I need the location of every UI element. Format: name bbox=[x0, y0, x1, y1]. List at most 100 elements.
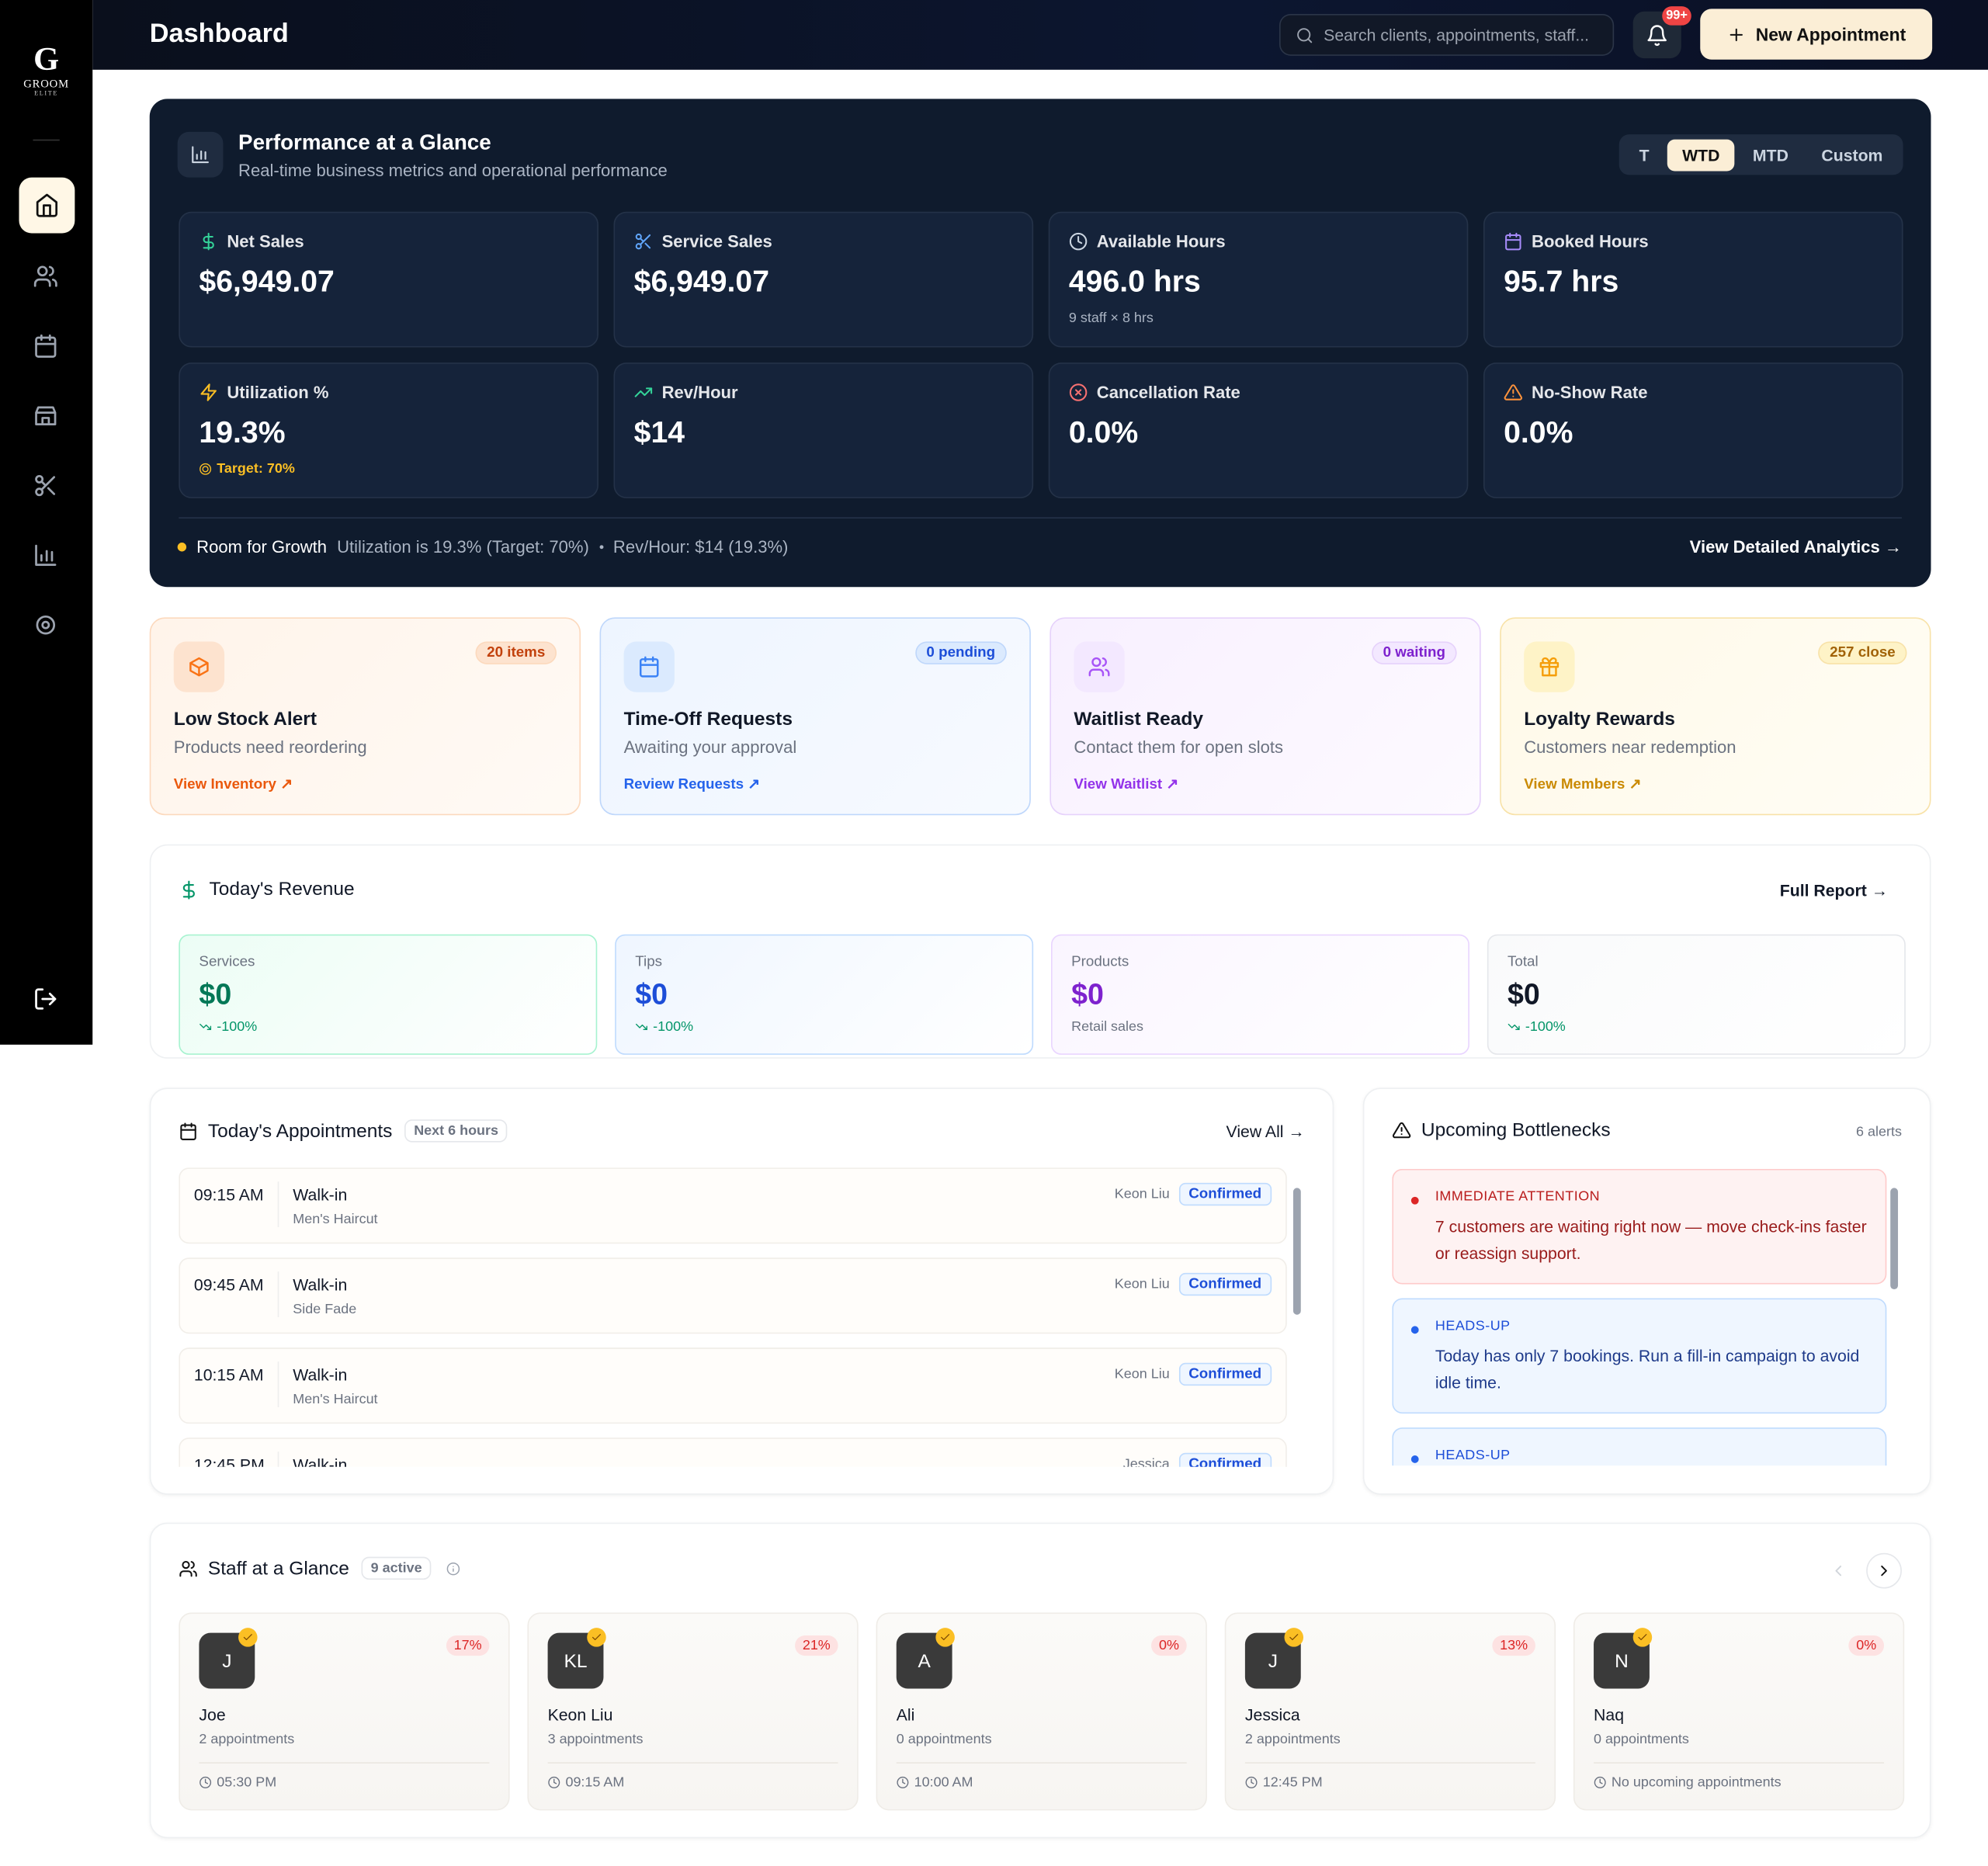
metric-label: Rev/Hour bbox=[661, 383, 738, 402]
clock-icon-svg bbox=[199, 1776, 212, 1788]
alert-link[interactable]: View Waitlist ↗ bbox=[1074, 777, 1179, 793]
appointment-service: Men's Haircut bbox=[293, 1212, 378, 1228]
divider bbox=[33, 139, 60, 141]
revenue-sub: -100% bbox=[1507, 1019, 1566, 1035]
alert-icon-svg bbox=[1538, 655, 1560, 678]
staff-card[interactable]: N 0% Naq 0 appointments No upcoming appointm… bbox=[1573, 1612, 1905, 1811]
metric-card: Available Hours 496.0 hrs 9 staff × 8 hrs bbox=[1048, 211, 1469, 348]
revenue-sub: -100% bbox=[635, 1019, 693, 1035]
clock-icon bbox=[199, 1776, 212, 1788]
search-box[interactable]: Search clients, appointments, staff... bbox=[1278, 13, 1615, 56]
nav-users[interactable] bbox=[33, 264, 58, 290]
staff-next: 09:15 AM bbox=[548, 1775, 624, 1790]
calendar-icon-svg bbox=[35, 334, 57, 358]
appointment-service: Side Fade bbox=[293, 1302, 357, 1317]
metric-icon bbox=[199, 383, 217, 401]
alert-subtitle: Products need reordering bbox=[173, 737, 367, 758]
staff-next-time: 12:45 PM bbox=[1262, 1774, 1323, 1791]
check-icon bbox=[591, 1632, 602, 1643]
nav-bars[interactable] bbox=[33, 543, 58, 568]
appointment-status: Confirmed bbox=[1178, 1272, 1272, 1296]
clock-icon bbox=[897, 1776, 909, 1788]
alert-link[interactable]: View Inventory ↗ bbox=[173, 777, 293, 793]
brand: GROOM bbox=[23, 77, 70, 90]
period-option[interactable]: WTD bbox=[1667, 138, 1736, 171]
staff-card[interactable]: J 17% Joe 2 appointments 05:30 PM bbox=[179, 1612, 510, 1811]
staff-card[interactable]: J 13% Jessica 2 appointments 12:45 PM bbox=[1224, 1612, 1556, 1811]
nav-gear[interactable] bbox=[33, 612, 58, 638]
period-option[interactable]: Custom bbox=[1821, 145, 1883, 165]
appointment-row[interactable]: 12:45 PM Walk-in Jessica Confirmed bbox=[179, 1438, 1287, 1467]
notifications[interactable]: 99+ bbox=[1632, 6, 1691, 59]
prev-button[interactable] bbox=[1820, 1553, 1856, 1589]
clock-icon-svg bbox=[548, 1776, 560, 1788]
revenue-card: Total $0 -100% bbox=[1487, 934, 1906, 1055]
metric-value: 0.0% bbox=[1504, 415, 1573, 450]
alert-link[interactable]: View Members ↗ bbox=[1524, 777, 1642, 793]
alert-subtitle: Awaiting your approval bbox=[623, 737, 797, 758]
metric-icon-svg bbox=[1504, 384, 1523, 401]
period-option[interactable]: MTD bbox=[1752, 145, 1789, 165]
revenue-change: -100% bbox=[217, 1019, 258, 1035]
appointments-link[interactable]: View All → bbox=[1226, 1122, 1305, 1141]
alert-badge: 0 pending bbox=[914, 641, 1007, 664]
appointment-staff: Keon Liu bbox=[1114, 1366, 1170, 1382]
alert-icon-svg bbox=[638, 655, 661, 678]
nav-logout[interactable] bbox=[33, 987, 58, 1012]
revenue-panel: Today's Revenue Full Report → Services $0 -1… bbox=[149, 844, 1931, 1059]
appointment-row[interactable]: 10:15 AM Walk-in Men's Haircut Keon Liu Conf… bbox=[179, 1347, 1287, 1424]
staff-panel: Staff at a Glance 9 active J 17% Joe 2 appoin… bbox=[149, 1522, 1931, 1839]
alert-badge: 20 items bbox=[475, 641, 557, 664]
bars-icon-svg bbox=[35, 544, 57, 566]
performance-subtitle: Real-time business metrics and operation… bbox=[238, 161, 668, 180]
staff-card[interactable]: A 0% Ali 0 appointments 10:00 AM bbox=[876, 1612, 1207, 1811]
appointment-row[interactable]: 09:15 AM Walk-in Men's Haircut Keon Liu Conf… bbox=[179, 1167, 1287, 1244]
analytics-link[interactable]: View Detailed Analytics → bbox=[1689, 537, 1902, 557]
revenue-card: Products $0 Retail sales bbox=[1050, 934, 1469, 1055]
appointment-meta: Keon Liu Confirmed bbox=[1115, 1182, 1272, 1206]
staff-avatar: J bbox=[199, 1632, 255, 1689]
alert-icon-svg bbox=[1088, 655, 1110, 678]
metric-icon bbox=[1069, 232, 1088, 251]
metric-note: Target: 70% bbox=[217, 461, 295, 477]
revenue-link[interactable]: Full Report → bbox=[1779, 881, 1888, 900]
alert-title: Loyalty Rewards bbox=[1524, 709, 1675, 730]
check-icon bbox=[242, 1632, 254, 1643]
metric-label: Utilization % bbox=[227, 383, 329, 402]
revenue-value: $0 bbox=[1071, 977, 1104, 1011]
clock-icon-svg bbox=[897, 1776, 909, 1788]
store-icon bbox=[33, 403, 58, 428]
new-appointment-button[interactable]: New Appointment bbox=[1700, 9, 1933, 60]
footer-detail-2: Rev/Hour: $14 (19.3%) bbox=[612, 537, 789, 557]
left-icon-svg bbox=[1835, 1565, 1842, 1576]
metric-note-row: Target: 70% bbox=[199, 461, 295, 477]
revenue-value: $0 bbox=[1507, 977, 1540, 1011]
revenue-sub: Retail sales bbox=[1071, 1019, 1143, 1035]
nav-calendar[interactable] bbox=[33, 334, 58, 359]
bottleneck-dot bbox=[1410, 1196, 1419, 1205]
appointments-title: Today's Appointments bbox=[207, 1120, 393, 1142]
alert-link[interactable]: Review Requests ↗ bbox=[623, 777, 761, 793]
staff-card[interactable]: KL 21% Keon Liu 3 appointments 09:15 AM bbox=[527, 1612, 859, 1811]
bottlenecks-header: Upcoming Bottlenecks bbox=[1392, 1119, 1611, 1141]
bottleneck-alert: IMMEDIATE ATTENTION 7 customers are waiti… bbox=[1392, 1168, 1887, 1285]
alert-icon-svg-svg bbox=[189, 657, 209, 677]
next-button[interactable] bbox=[1866, 1552, 1902, 1589]
appointment-divider bbox=[277, 1361, 279, 1407]
metric-card: Net Sales $6,949.07 bbox=[179, 211, 598, 348]
alert-icon-svg bbox=[188, 655, 210, 678]
appointment-row[interactable]: 09:45 AM Walk-in Side Fade Keon Liu Confirme… bbox=[179, 1257, 1287, 1334]
bottleneck-text: 7 customers are waiting right now — move… bbox=[1435, 1216, 1867, 1263]
nav-store[interactable] bbox=[33, 403, 58, 428]
users-icon bbox=[33, 264, 58, 290]
period-option[interactable]: T bbox=[1639, 145, 1650, 165]
nav-home[interactable] bbox=[19, 177, 75, 234]
period-selector: T WTD MTD Custom bbox=[1619, 134, 1903, 175]
metric-note: 9 staff × 8 hrs bbox=[1068, 310, 1154, 326]
nav-scissors[interactable] bbox=[33, 473, 58, 498]
gear-icon-svg bbox=[36, 615, 56, 635]
bottlenecks-count: 6 alerts bbox=[1856, 1124, 1902, 1140]
staff-next-time: 05:30 PM bbox=[217, 1774, 277, 1791]
alert-card: 0 waiting Waitlist Ready Contact them for … bbox=[1050, 617, 1481, 816]
trend-down-icon-svg bbox=[1507, 1023, 1520, 1031]
